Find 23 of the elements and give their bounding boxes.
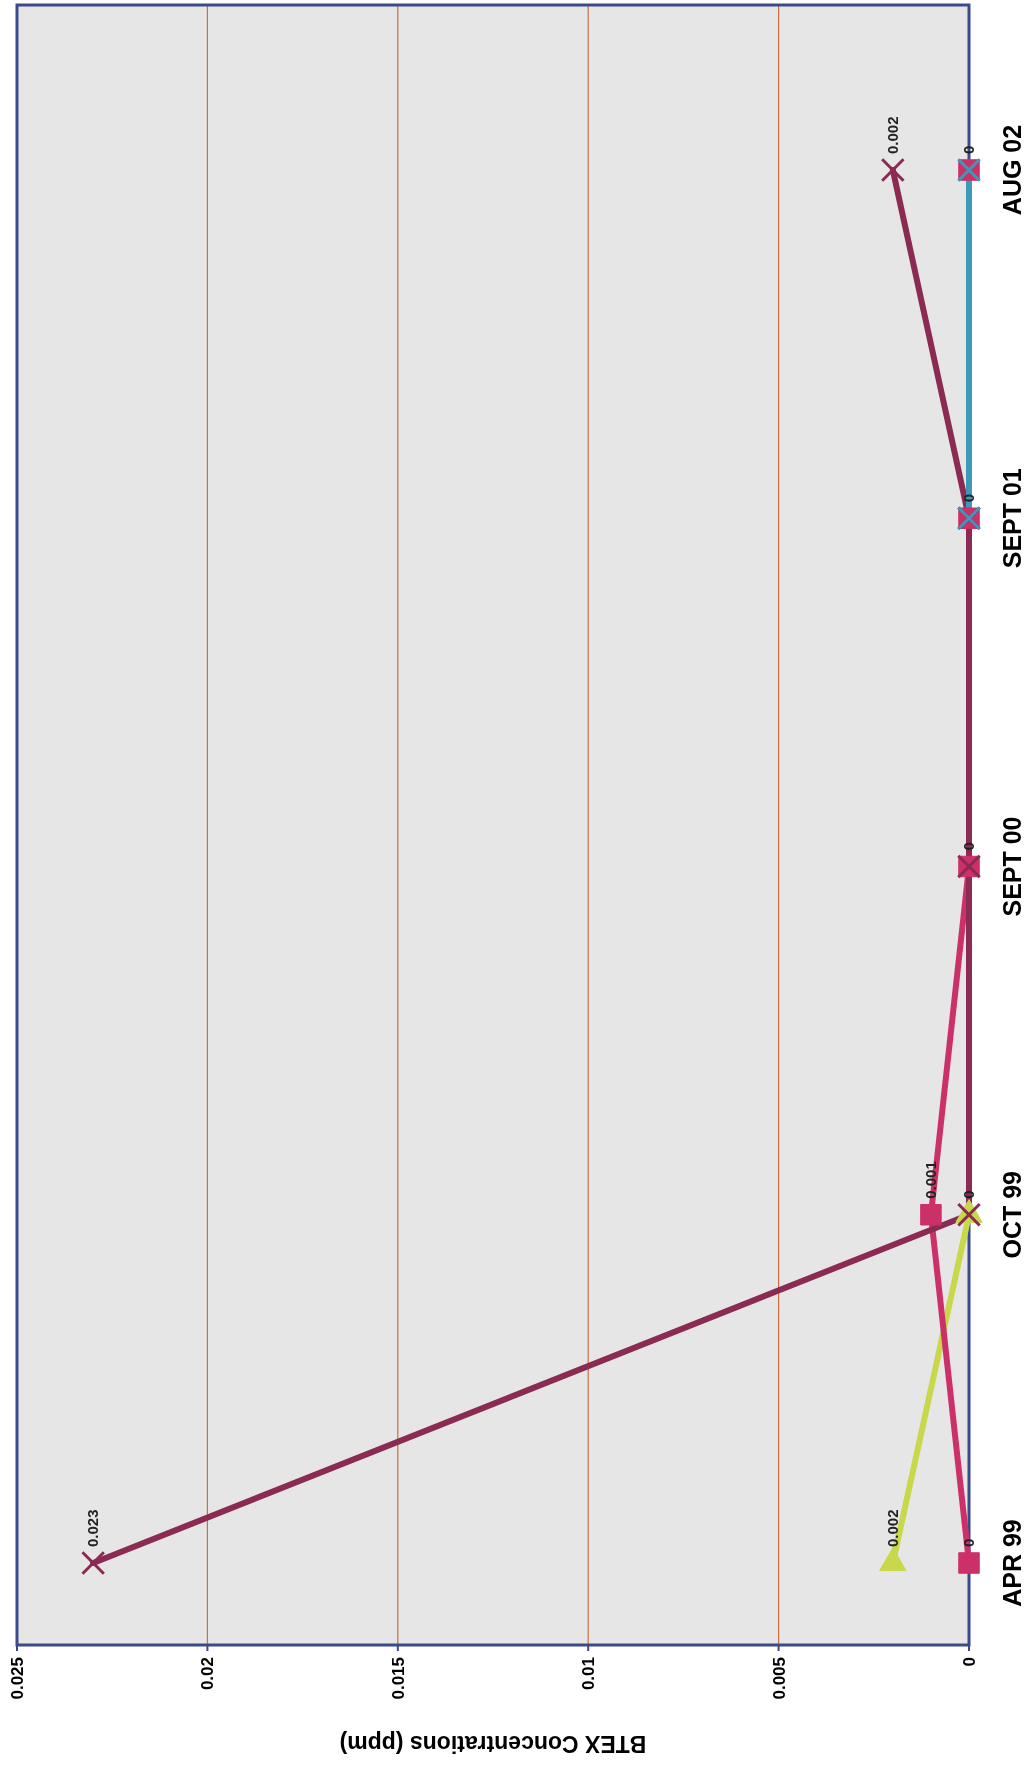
y-tick-label: SEPT 01 [997, 468, 1026, 569]
data-label: 0.001 [922, 1161, 940, 1199]
x-tick-label: 0.015 [388, 1657, 408, 1700]
point [880, 157, 906, 183]
data-label: 0.023 [84, 1509, 102, 1547]
y-tick-label: AUG 02 [997, 124, 1026, 216]
x-tick-label: 0 [959, 1657, 979, 1667]
data-label: 0.002 [884, 1509, 902, 1547]
y-tick-label: SEPT 00 [997, 816, 1026, 917]
x-tick-label: 0.005 [769, 1657, 789, 1700]
y-tick-label: OCT 99 [997, 1170, 1026, 1259]
y-tick-label: APR 99 [997, 1519, 1026, 1607]
data-label: 0 [960, 145, 978, 154]
data-label: 0 [960, 1190, 978, 1199]
x-tick-label: 0.025 [7, 1657, 27, 1700]
data-label: 0 [960, 842, 978, 851]
data-label: 0 [960, 1538, 978, 1547]
data-label: 0 [960, 493, 978, 503]
x-tick-label: 0.02 [198, 1657, 218, 1691]
data-label: 0.002 [884, 116, 902, 154]
point [80, 1550, 106, 1576]
x-axis-title: BTEX Concentrations (ppm) [339, 1730, 647, 1757]
x-tick-label: 0.01 [579, 1657, 599, 1691]
